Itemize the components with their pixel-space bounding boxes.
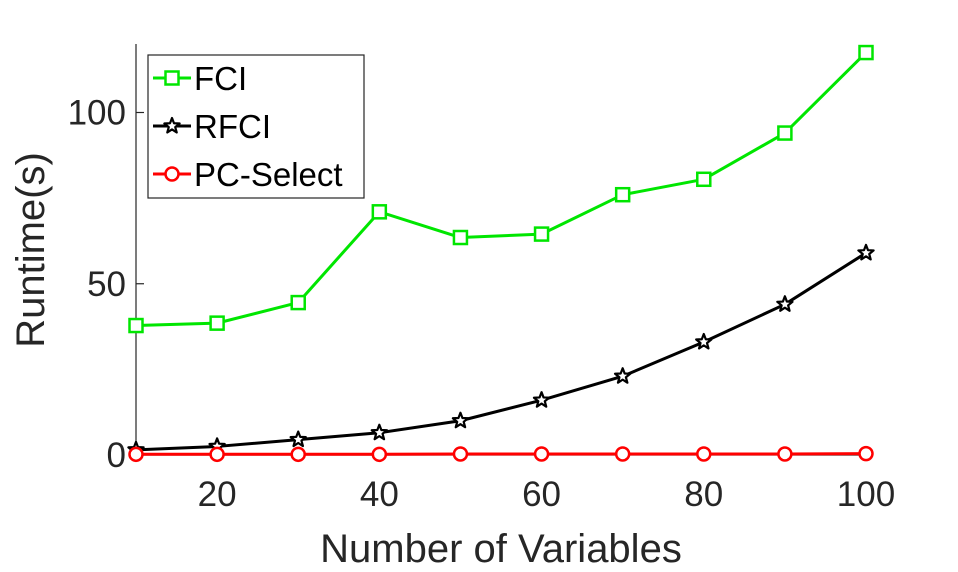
series-line-rfci	[135, 251, 867, 452]
x-tick-label: 20	[198, 475, 237, 514]
data-point-pc-select	[533, 446, 550, 462]
y-tick-label: 100	[68, 94, 126, 133]
series-line-pc-select	[136, 452, 867, 456]
legend-item-pc-select: PC-Select	[153, 156, 343, 193]
y-tick-label: 0	[107, 436, 126, 475]
data-point-rfci	[695, 332, 713, 350]
legend-marker-fci	[164, 70, 180, 86]
x-tick-label: 60	[522, 475, 561, 514]
data-point-fci	[614, 186, 631, 203]
data-point-pc-select	[696, 446, 712, 462]
data-point-fci	[452, 229, 469, 246]
legend: FCI RFCI PC-Select	[147, 54, 365, 199]
data-point-fci	[371, 204, 388, 220]
data-point-fci	[777, 125, 793, 141]
data-point-rfci	[370, 423, 389, 441]
axes: 20 40 60 80 100 0 50 100	[68, 44, 895, 514]
x-tick-label: 80	[684, 475, 723, 514]
data-point-fci	[290, 294, 306, 311]
series-rfci	[127, 243, 875, 458]
data-point-pc-select	[371, 446, 388, 463]
x-tick-label: 40	[360, 475, 399, 514]
y-axis-label: Runtime(s)	[9, 152, 53, 348]
data-point-pc-select	[452, 446, 469, 462]
legend-marker-rfci	[163, 116, 181, 134]
legend-marker-pc-select	[164, 166, 180, 182]
data-point-fci	[128, 317, 144, 334]
legend-item-fci: FCI	[153, 60, 247, 97]
series-layer	[127, 44, 875, 463]
data-point-pc-select	[128, 446, 144, 463]
series-pc-select	[128, 445, 874, 463]
data-point-rfci	[776, 295, 794, 312]
data-point-rfci	[451, 411, 470, 429]
data-point-pc-select	[209, 446, 225, 463]
data-point-pc-select	[290, 446, 306, 463]
data-point-pc-select	[614, 446, 631, 462]
data-point-fci	[533, 226, 550, 242]
data-point-rfci	[532, 391, 551, 408]
data-point-fci	[696, 171, 712, 188]
data-point-fci	[858, 44, 874, 61]
data-point-fci	[209, 315, 225, 331]
y-tick-label: 50	[87, 265, 126, 304]
x-tick-label: 100	[837, 475, 895, 514]
data-point-pc-select	[777, 446, 793, 462]
series-line-fci	[135, 51, 868, 328]
x-axis-label: Number of Variables	[320, 527, 682, 571]
legend-label-pc-select: PC-Select	[194, 156, 343, 193]
data-point-pc-select	[858, 445, 874, 462]
data-point-rfci	[613, 367, 632, 384]
data-point-rfci	[857, 243, 875, 261]
data-point-rfci	[289, 430, 307, 448]
legend-label-fci: FCI	[194, 60, 247, 97]
series-fci	[128, 44, 874, 334]
legend-item-rfci: RFCI	[153, 108, 271, 145]
legend-label-rfci: RFCI	[194, 108, 271, 145]
